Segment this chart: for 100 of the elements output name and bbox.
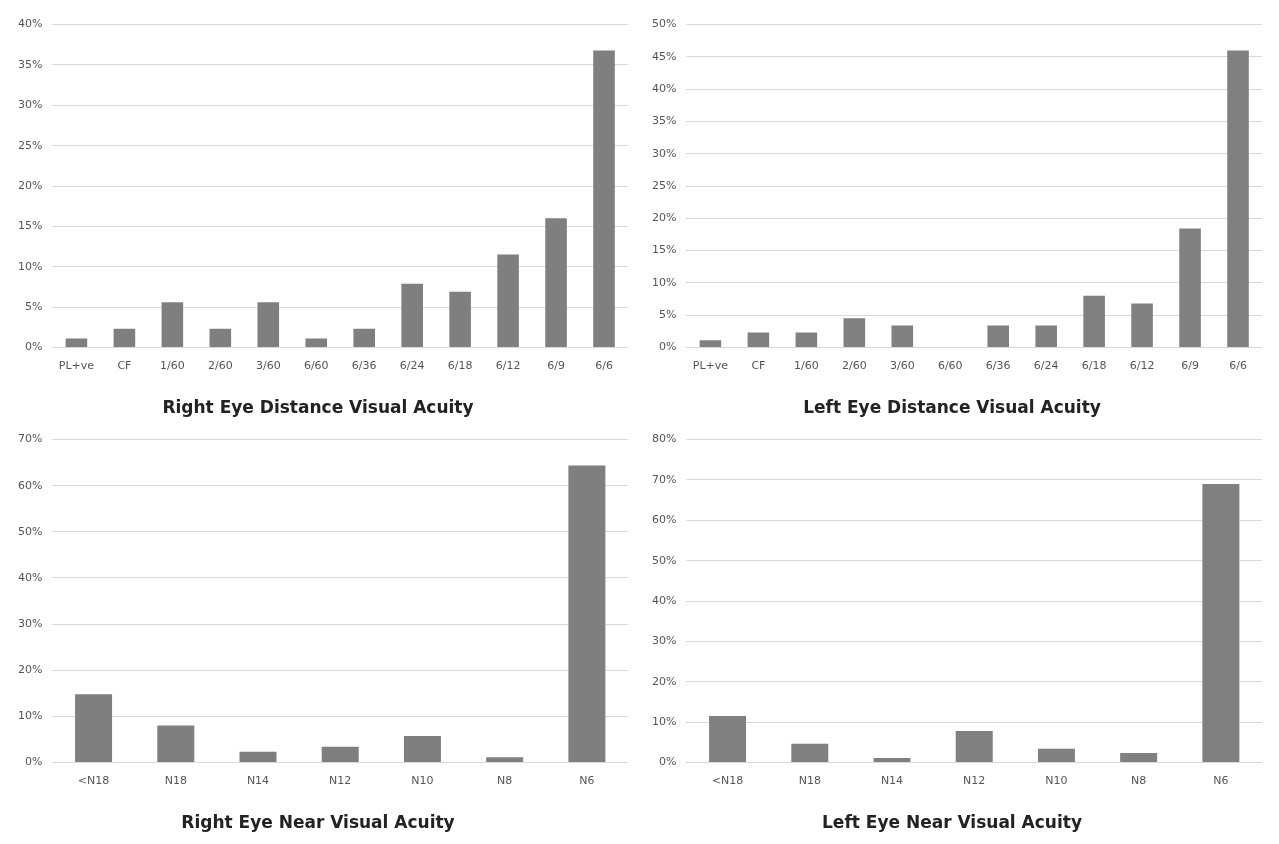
bar	[593, 50, 615, 347]
x-tick-label: 1/60	[160, 358, 185, 372]
bar	[209, 328, 232, 347]
bar	[75, 694, 113, 762]
y-tick-label: 45%	[652, 49, 677, 63]
y-tick-label: 25%	[18, 138, 43, 152]
x-tick-label: N10	[411, 773, 434, 787]
x-tick-label: 1/60	[794, 358, 819, 372]
bar	[401, 283, 423, 347]
y-tick-label: 30%	[652, 634, 677, 648]
y-tick-label: 80%	[652, 432, 677, 446]
y-tick-label: 0%	[25, 755, 43, 769]
bar	[353, 328, 375, 347]
y-tick-label: 15%	[18, 219, 43, 233]
bar	[486, 757, 524, 762]
x-tick-label: 6/36	[351, 358, 377, 372]
x-tick-label: 6/12	[495, 358, 521, 372]
x-tick-label: PL+ve	[58, 358, 95, 372]
x-tick-label: 6/18	[1081, 358, 1107, 372]
text: Left Eye Distance Visual Acuity	[803, 397, 1101, 418]
y-tick-label: 5%	[25, 299, 43, 313]
text: Left Eye Near Visual Acuity	[822, 812, 1082, 833]
x-tick-label: 6/9	[1181, 358, 1199, 372]
y-tick-label: 50%	[18, 524, 43, 538]
x-tick-label: 3/60	[255, 358, 281, 372]
bar	[545, 218, 567, 347]
bar	[1202, 483, 1240, 762]
bar	[305, 338, 328, 347]
bar	[955, 730, 993, 762]
bar	[257, 302, 280, 347]
x-tick-label: 6/36	[985, 358, 1011, 372]
x-tick-label: N18	[798, 773, 821, 787]
y-tick-label: 50%	[652, 17, 677, 31]
y-tick-label: 10%	[652, 714, 677, 728]
x-tick-label: N12	[963, 773, 986, 787]
x-tick-label: 6/24	[1033, 358, 1059, 372]
x-tick-label: N6	[1213, 773, 1229, 787]
bar	[403, 736, 441, 762]
bar	[449, 291, 471, 347]
x-tick-label: 6/24	[399, 358, 425, 372]
bar	[1083, 295, 1105, 347]
bar	[747, 332, 770, 347]
bar	[1131, 303, 1153, 347]
bar	[161, 302, 184, 347]
y-tick-label: 5%	[659, 307, 677, 321]
y-tick-label: 20%	[18, 178, 43, 192]
y-tick-label: 40%	[18, 17, 43, 31]
y-tick-label: 35%	[18, 57, 43, 71]
y-tick-label: 40%	[652, 593, 677, 607]
bar	[497, 254, 519, 347]
x-tick-label: CF	[751, 358, 766, 372]
y-tick-label: 20%	[652, 211, 677, 225]
x-tick-label: 6/9	[547, 358, 565, 372]
y-tick-label: 20%	[652, 674, 677, 688]
x-tick-label: N14	[246, 773, 270, 787]
bar	[795, 332, 818, 347]
y-tick-label: 25%	[652, 178, 677, 192]
y-tick-label: 20%	[18, 663, 43, 677]
bar	[65, 338, 88, 347]
bar	[157, 725, 195, 762]
x-tick-label: N6	[579, 773, 595, 787]
y-tick-label: 60%	[18, 478, 43, 492]
y-tick-label: 10%	[18, 259, 43, 273]
x-tick-label: CF	[117, 358, 132, 372]
x-tick-label: 2/60	[207, 358, 233, 372]
x-tick-label: N14	[880, 773, 904, 787]
x-tick-label: 6/6	[1229, 358, 1247, 372]
x-tick-label: N8	[1131, 773, 1147, 787]
y-tick-label: 70%	[652, 472, 677, 486]
bar	[709, 716, 747, 762]
text: Right Eye Near Visual Acuity	[181, 812, 455, 833]
x-tick-label: 6/60	[937, 358, 963, 372]
x-tick-label: N18	[164, 773, 187, 787]
y-tick-label: 50%	[652, 553, 677, 567]
x-tick-label: 6/12	[1129, 358, 1155, 372]
y-tick-label: 30%	[652, 146, 677, 160]
y-tick-label: 0%	[659, 340, 677, 354]
bar	[1035, 325, 1057, 347]
bar	[1037, 748, 1075, 762]
bar	[873, 757, 911, 762]
y-tick-label: 0%	[659, 755, 677, 769]
bar	[113, 328, 136, 347]
bar	[987, 325, 1009, 347]
bar	[568, 465, 606, 762]
bar	[699, 340, 722, 347]
y-tick-label: 60%	[652, 513, 677, 527]
y-tick-label: 40%	[18, 570, 43, 584]
x-tick-label: 2/60	[841, 358, 867, 372]
x-tick-label: <N18	[711, 773, 744, 787]
y-tick-label: 10%	[18, 709, 43, 723]
x-tick-label: 6/18	[447, 358, 473, 372]
bar	[1179, 228, 1201, 347]
bar	[1120, 753, 1158, 762]
x-tick-label: 3/60	[889, 358, 915, 372]
bar	[791, 743, 829, 762]
x-tick-label: N12	[329, 773, 352, 787]
bar	[239, 751, 277, 762]
y-tick-label: 40%	[652, 82, 677, 96]
bar	[891, 325, 914, 347]
y-tick-label: 10%	[652, 275, 677, 289]
